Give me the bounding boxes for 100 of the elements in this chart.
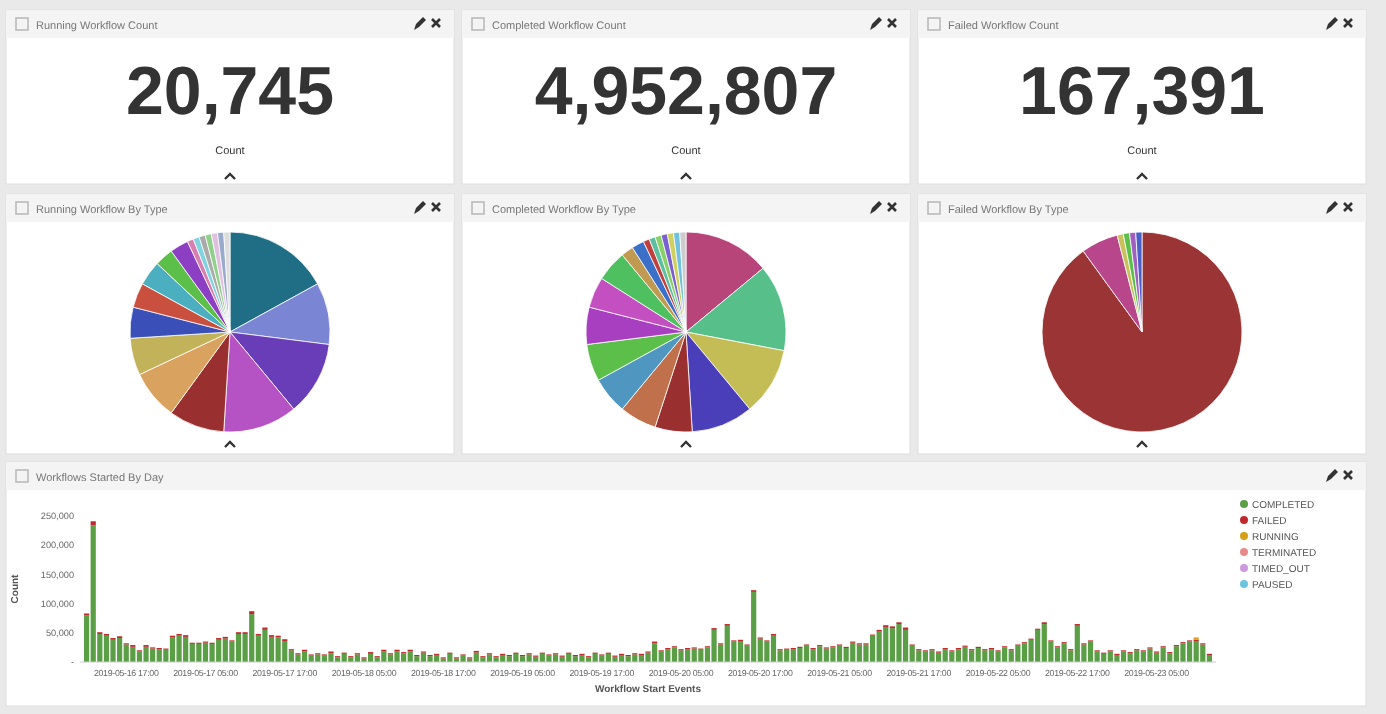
bar <box>652 643 658 662</box>
bar <box>1008 650 1014 662</box>
bar <box>143 646 149 662</box>
bar <box>354 654 360 662</box>
bar <box>902 629 909 662</box>
bar <box>526 654 532 662</box>
bar <box>249 614 255 662</box>
bar <box>1061 643 1067 662</box>
bar <box>156 649 162 662</box>
bar <box>117 638 123 662</box>
bar <box>790 649 796 662</box>
bar <box>922 651 928 662</box>
bar <box>830 647 836 662</box>
data-label: 20,745 <box>126 54 334 130</box>
bar <box>110 639 116 662</box>
bar <box>764 641 770 662</box>
bar <box>427 656 433 662</box>
bar <box>222 638 228 662</box>
bar <box>1147 648 1153 662</box>
bar <box>90 525 96 662</box>
bar <box>916 650 922 662</box>
bar <box>711 629 717 662</box>
bar <box>216 639 222 662</box>
bar <box>883 626 889 662</box>
bar <box>665 649 671 662</box>
bar <box>797 647 803 662</box>
bar <box>1002 647 1008 662</box>
bar <box>962 646 968 662</box>
bar <box>123 644 129 662</box>
data-label: 4,952,807 <box>534 54 838 130</box>
bar <box>632 654 638 662</box>
bar <box>1134 650 1140 662</box>
bar <box>229 641 235 662</box>
bar <box>546 655 552 662</box>
bar <box>235 633 242 662</box>
bar <box>136 651 143 662</box>
bar <box>268 636 275 662</box>
bar <box>1186 641 1193 662</box>
bar <box>176 635 182 662</box>
pie-slice <box>1041 231 1243 433</box>
bar <box>1173 646 1179 662</box>
bar <box>856 644 862 662</box>
bar <box>1054 647 1061 662</box>
bar <box>1087 641 1094 662</box>
bar <box>949 651 955 662</box>
bar <box>678 650 684 662</box>
bar <box>658 651 664 662</box>
bar <box>486 654 493 662</box>
bar <box>724 625 730 662</box>
bar <box>737 640 744 662</box>
bar <box>328 653 334 662</box>
bar <box>295 654 301 662</box>
bar <box>460 655 466 662</box>
bar <box>1193 640 1199 662</box>
bar <box>671 647 678 662</box>
bar <box>896 624 902 662</box>
bar <box>988 649 995 662</box>
bar <box>275 637 281 662</box>
bar <box>202 642 209 662</box>
bar <box>685 649 691 662</box>
bar <box>889 628 895 662</box>
bar <box>1041 624 1047 662</box>
bar <box>183 636 189 662</box>
bar <box>869 635 876 662</box>
bar <box>1180 643 1186 662</box>
bar <box>1140 651 1146 662</box>
bar <box>196 643 202 662</box>
bar <box>552 654 559 662</box>
bar <box>1107 651 1113 662</box>
bar <box>381 651 387 662</box>
data-label: 167,391 <box>1019 54 1265 130</box>
bar <box>282 640 288 662</box>
bar <box>579 654 585 662</box>
bar <box>262 629 268 662</box>
bar <box>955 649 962 662</box>
bar <box>1074 625 1080 662</box>
bar <box>876 631 882 662</box>
bar <box>301 651 308 662</box>
bar <box>1120 651 1127 662</box>
bar <box>850 642 856 662</box>
bar <box>810 649 816 662</box>
bar <box>942 649 948 662</box>
bar <box>103 635 110 662</box>
bar <box>189 643 195 662</box>
bar <box>969 650 975 662</box>
bar <box>929 650 935 662</box>
bar <box>394 651 400 662</box>
bar <box>209 643 215 662</box>
bar <box>1200 644 1206 662</box>
bar <box>995 651 1001 662</box>
bar <box>751 591 757 662</box>
bar <box>387 654 394 662</box>
bar <box>169 637 176 662</box>
bar <box>315 654 321 662</box>
bar <box>1160 647 1166 662</box>
bar <box>513 653 519 662</box>
bar <box>770 635 777 662</box>
bar <box>1021 643 1028 662</box>
bar <box>1114 654 1120 662</box>
bar <box>982 650 988 662</box>
